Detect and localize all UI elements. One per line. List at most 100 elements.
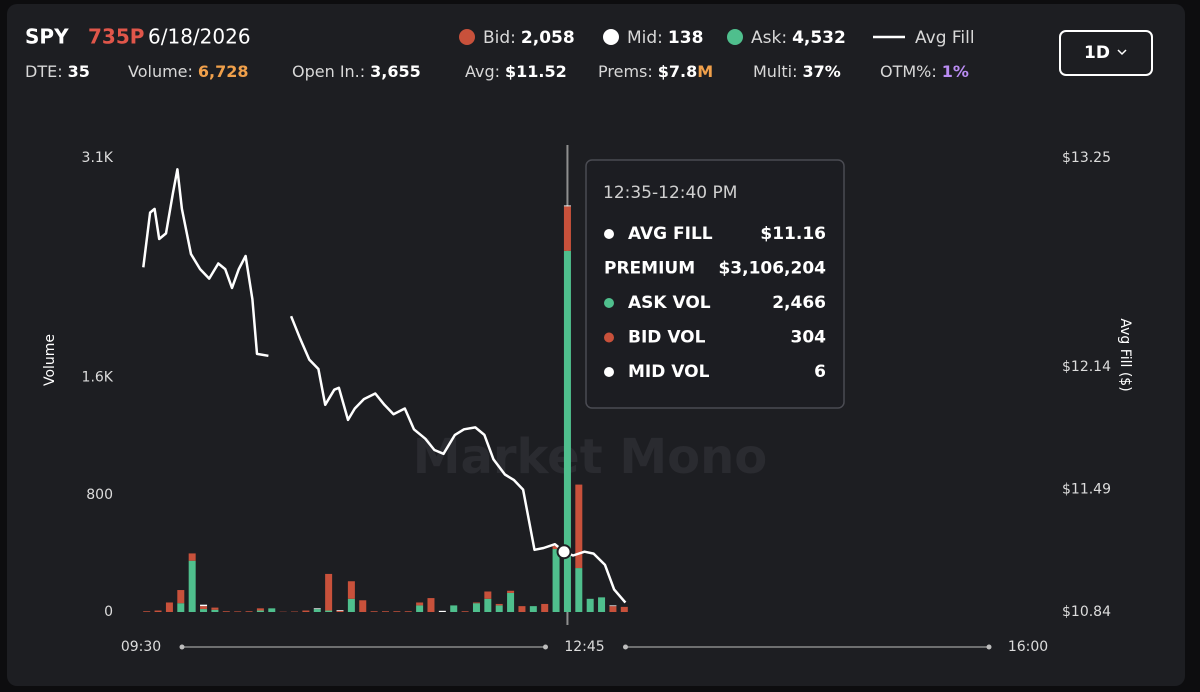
bar-segment: [336, 610, 344, 611]
tooltip-label: PREMIUM: [604, 259, 695, 279]
bar-segment: [461, 611, 469, 612]
stat-label: Prems:: [598, 62, 653, 81]
timeframe-button[interactable]: 1D: [1059, 30, 1153, 76]
stat-label: Multi:: [753, 62, 798, 81]
bar-segment: [472, 602, 480, 604]
bar-segment: [268, 608, 276, 612]
bar-segment: [427, 598, 435, 612]
stat-value: $11.52: [505, 62, 567, 81]
bar-segment: [484, 598, 492, 612]
tooltip-bullet: [604, 298, 614, 308]
bar-segment: [575, 568, 583, 612]
stat-value: 1%: [942, 62, 969, 81]
legend-dot: [603, 29, 619, 45]
bar-segment: [507, 592, 515, 612]
stat-value: 35: [68, 62, 90, 81]
bar-segment: [165, 602, 173, 612]
bar-segment: [370, 611, 378, 612]
stat: Open In.: 3,655: [292, 62, 421, 81]
legend-dot: [727, 29, 743, 45]
bar-segment: [609, 606, 617, 612]
bar-segment: [256, 610, 264, 612]
legend-total: 2,058: [521, 28, 575, 48]
y-tick-label: 0: [104, 604, 113, 620]
legend-label: Mid:: [627, 28, 663, 48]
bar-segment: [563, 250, 571, 612]
bar-segment: [404, 611, 412, 612]
tooltip-value: $3,106,204: [718, 259, 826, 279]
y2-tick-label: $10.84: [1062, 604, 1111, 620]
y-tick-label: 3.1K: [82, 150, 114, 166]
bar-segment: [586, 598, 594, 612]
x-tick-label: 12:45: [564, 639, 604, 655]
bar-segment: [177, 590, 185, 604]
tooltip-bullet: [604, 229, 614, 239]
stat-label: OTM%:: [880, 62, 937, 81]
bar-segment: [200, 604, 208, 607]
bar-segment: [609, 605, 617, 607]
bar-segment: [450, 605, 458, 612]
bar-segment: [507, 590, 515, 593]
expiry: 6/18/2026: [148, 25, 251, 49]
bar-segment: [177, 603, 185, 612]
x-tick-label: 16:00: [1008, 639, 1048, 655]
stat: Multi: 37%: [753, 62, 841, 81]
bar-segment: [620, 606, 628, 612]
bar-segment: [234, 611, 242, 612]
bar-segment: [381, 611, 389, 612]
legend-entry: Mid: 138: [627, 28, 703, 48]
legend-dot: [459, 29, 475, 45]
bar-segment: [598, 597, 606, 612]
stat: Prems: $7.8M: [598, 62, 713, 81]
slider-dot: [623, 644, 628, 650]
bar-segment: [313, 609, 321, 612]
bar-segment: [325, 573, 333, 611]
y-axis-label: Volume: [42, 334, 58, 386]
watermark: Market Mono: [413, 429, 768, 485]
symbol: SPY: [25, 25, 69, 49]
bar-segment: [518, 606, 526, 612]
chevron[interactable]: [1117, 49, 1127, 56]
tooltip-label: AVG FILL: [628, 224, 713, 244]
stat: DTE: 35: [25, 62, 90, 81]
slider-dot: [543, 644, 548, 650]
stat-value: 37%: [803, 62, 841, 81]
bar-segment: [154, 610, 162, 612]
stat-label: Volume:: [128, 62, 193, 81]
button-frame[interactable]: [1059, 30, 1153, 76]
bar-segment: [552, 549, 560, 612]
bar-segment: [529, 606, 537, 612]
stat-value: 6,728: [198, 62, 249, 81]
bar-segment: [222, 611, 230, 612]
stat: Avg: $11.52: [465, 62, 567, 81]
bar-segment: [143, 611, 151, 612]
bar-segment: [438, 610, 446, 612]
stat-value: $7.8: [658, 62, 697, 81]
bar-segment: [211, 607, 219, 610]
stat-value: 3,655: [370, 62, 421, 81]
bar-segment: [188, 553, 196, 561]
tooltip-box: [585, 159, 845, 409]
stat-label: DTE:: [25, 62, 63, 81]
legend-entry: Bid: 2,058: [483, 28, 575, 48]
tooltip-value: 304: [791, 328, 827, 348]
bar-segment: [575, 484, 583, 569]
contract: 735P: [88, 25, 144, 49]
tooltip-bullet: [604, 367, 614, 377]
bar-segment: [313, 608, 321, 610]
bar-segment: [563, 206, 571, 251]
bar-segment: [359, 600, 367, 612]
bar-segment: [188, 560, 196, 612]
stat: Volume: 6,728: [128, 62, 249, 81]
stat: OTM%: 1%: [880, 62, 969, 81]
slider-dot: [986, 644, 992, 650]
bar-segment: [347, 598, 355, 612]
bar-segment: [495, 605, 503, 612]
bar-segment: [336, 610, 344, 612]
stat-label: Avg:: [465, 62, 500, 81]
hover-dot: [556, 544, 572, 560]
button-label[interactable]: 1D: [1084, 43, 1110, 63]
tooltip-value: $11.16: [760, 224, 826, 244]
bar-segment: [347, 581, 355, 599]
